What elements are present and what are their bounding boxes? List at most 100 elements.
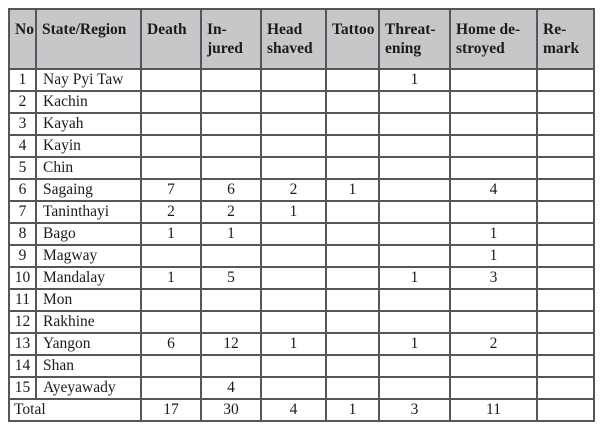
cell-injured [200,156,262,180]
cell-region: Kachin [35,90,142,114]
cell-head-shaved [260,354,327,378]
cell-no: 3 [8,112,37,136]
cell-no: 7 [8,200,37,224]
cell-injured: 1 [200,222,262,246]
cell-home-destroyed [449,310,538,334]
total-head-shaved: 4 [260,398,327,422]
cell-death [140,68,202,92]
cell-remark [536,178,595,202]
cell-remark [536,376,595,400]
cell-tattoo [325,310,380,334]
cell-head-shaved: 1 [260,200,327,224]
cell-head-shaved [260,310,327,334]
cell-remark [536,112,595,136]
cell-head-shaved: 2 [260,178,327,202]
cell-no: 6 [8,178,37,202]
cell-no: 4 [8,134,37,158]
table-row: 7 Taninthayi 2 2 1 [8,200,595,224]
cell-injured: 2 [200,200,262,224]
cell-remark [536,134,595,158]
cell-threatening: 1 [378,332,451,356]
cell-head-shaved [260,222,327,246]
cell-home-destroyed [449,376,538,400]
total-injured: 30 [200,398,262,422]
cell-death [140,134,202,158]
cell-region: Chin [35,156,142,180]
cell-tattoo [325,376,380,400]
cell-threatening [378,310,451,334]
cell-injured [200,288,262,312]
cell-remark [536,354,595,378]
header-state-region: State/Region [35,8,142,70]
cell-region: Sagaing [35,178,142,202]
cell-no: 9 [8,244,37,268]
cell-remark [536,90,595,114]
cell-tattoo: 1 [325,178,380,202]
cell-home-destroyed [449,354,538,378]
cell-region: Shan [35,354,142,378]
table-row: 8 Bago 1 1 1 [8,222,595,246]
cell-remark [536,68,595,92]
cell-head-shaved [260,68,327,92]
cell-home-destroyed [449,112,538,136]
cell-region: Kayin [35,134,142,158]
cell-home-destroyed: 1 [449,244,538,268]
cell-no: 10 [8,266,37,290]
cell-home-destroyed [449,68,538,92]
cell-death [140,156,202,180]
cell-region: Magway [35,244,142,268]
cell-death [140,354,202,378]
cell-remark [536,332,595,356]
cell-remark [536,200,595,224]
cell-region: Mon [35,288,142,312]
cell-injured: 4 [200,376,262,400]
cell-death: 1 [140,266,202,290]
header-injured: In- jured [200,8,262,70]
table-row: 9 Magway 1 [8,244,595,268]
cell-injured: 12 [200,332,262,356]
cell-death [140,112,202,136]
cell-head-shaved [260,156,327,180]
cell-injured [200,354,262,378]
cell-tattoo [325,222,380,246]
table-row: 5 Chin [8,156,595,180]
cell-head-shaved [260,134,327,158]
cell-death: 1 [140,222,202,246]
cell-no: 11 [8,288,37,312]
cell-injured [200,134,262,158]
cell-death [140,310,202,334]
cell-tattoo [325,156,380,180]
cell-remark [536,244,595,268]
cell-home-destroyed: 2 [449,332,538,356]
cell-death [140,90,202,114]
cell-threatening [378,244,451,268]
cell-threatening: 1 [378,68,451,92]
cell-death: 2 [140,200,202,224]
cell-tattoo [325,332,380,356]
cell-home-destroyed [449,288,538,312]
cell-no: 14 [8,354,37,378]
cell-injured [200,90,262,114]
cell-threatening [378,376,451,400]
table-row: 11 Mon [8,288,595,312]
cell-region: Rakhine [35,310,142,334]
cell-remark [536,156,595,180]
cell-death [140,244,202,268]
cell-home-destroyed [449,134,538,158]
table-footer: Total 17 30 4 1 3 11 [8,398,595,422]
cell-threatening [378,288,451,312]
cell-threatening [378,354,451,378]
header-row: No State/Region Death In- jured Head sha… [8,8,595,70]
cell-tattoo [325,90,380,114]
table-row: 15 Ayeyawady 4 [8,376,595,400]
cell-tattoo [325,134,380,158]
total-home-destroyed: 11 [449,398,538,422]
cell-tattoo [325,200,380,224]
cell-tattoo [325,112,380,136]
cell-region: Yangon [35,332,142,356]
table-row: 3 Kayah [8,112,595,136]
cell-head-shaved [260,112,327,136]
header-death: Death [140,8,202,70]
header-no: No [8,8,37,70]
